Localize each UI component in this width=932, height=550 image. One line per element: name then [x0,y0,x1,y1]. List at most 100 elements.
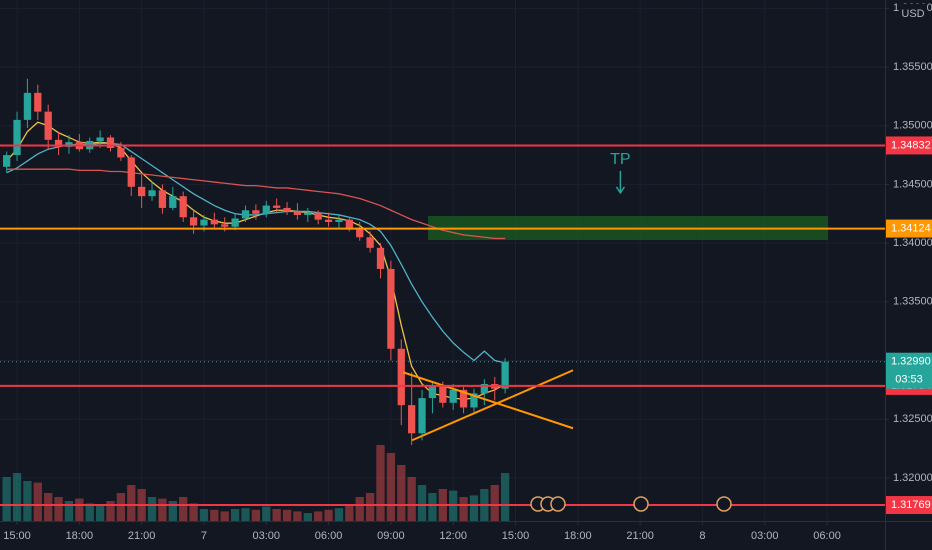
candle-body [387,268,395,349]
y-tick-label: 1.32500 [893,413,932,425]
candle-body [418,398,426,434]
candle-body [169,196,177,208]
volume-bar [303,513,312,521]
volume-bar [44,493,53,521]
x-tick-label: 03:00 [253,530,281,542]
candle-body [138,186,146,197]
trendline [402,371,574,430]
volume-bar [127,485,136,521]
event-icon [633,496,649,512]
volume-bar [168,501,177,521]
y-tick-label: 1.35000 [893,120,932,132]
volume-bar [376,445,385,521]
candle-body [304,212,312,215]
candle-body [148,190,156,197]
volume-bar [116,493,126,521]
volume-bar [417,485,427,521]
price-level-label: 1.31769 [891,499,931,511]
candle-body [158,190,167,208]
volume-bar [272,509,281,521]
y-tick-label: 1.34500 [893,178,932,190]
currency-badge[interactable] [899,4,927,24]
candle-body [13,119,21,156]
candle-body [345,219,353,228]
x-tick-label: 15:00 [3,530,31,542]
x-tick-label: 21:00 [626,530,654,542]
volume-bar [106,501,115,521]
volume-bar [469,495,479,521]
volume-bar [262,506,271,521]
volume-bar [210,509,219,521]
candle-body [117,148,125,158]
candle-body [314,212,322,220]
volume-bar [334,508,344,521]
candle-body [210,219,218,225]
candle-body [397,348,405,406]
candle-body [356,227,364,238]
volume-bar [85,503,94,521]
candle-body [44,111,52,140]
candle-body [3,155,11,167]
candle-body [179,196,187,218]
current-price-badge [886,352,932,389]
volume-bar [324,509,333,521]
candle-body [335,219,343,222]
volume-bar [490,485,499,521]
candle-body [252,210,260,214]
candle-body [231,218,239,227]
volume-bar [241,508,250,521]
volume-bar [64,501,74,521]
current-price-label: 1.32990 [891,356,931,368]
candle-body [366,237,374,248]
volume-bar [251,509,261,521]
volume-bar [428,493,437,521]
volume-bar [23,481,32,521]
y-tick-label: 1.34000 [893,237,932,249]
candle-body [273,205,281,208]
x-tick-label: 03:00 [751,530,779,542]
volume-bar [355,497,364,521]
y-tick-label: 1.32000 [893,472,932,484]
x-tick-label: 15:00 [502,530,530,542]
currency[interactable]: USD [901,8,924,20]
candle-body [439,386,447,403]
x-tick-label: 12:00 [439,530,467,542]
x-tick-label: 8 [699,530,705,542]
volume-bar [189,503,198,521]
y-tick-label: 1.33500 [893,296,932,308]
tp-arrow-head [615,186,626,195]
volume-bar [365,493,375,521]
candle-body [127,157,135,187]
volume-bar [459,497,468,521]
candle-body [96,137,104,141]
candle-body [34,92,42,112]
price-level-label: 1.34832 [891,139,931,151]
volume-bar [293,511,302,521]
candle-body [23,92,32,120]
volume-bar [158,498,167,521]
event-icon [550,496,566,512]
event-icons [530,496,732,512]
candle-body [449,389,457,403]
trendline [411,369,574,442]
candle-body [262,205,270,214]
candle-body [324,219,333,222]
x-tick-label: 06:00 [315,530,343,542]
candle-body [470,393,478,408]
volume-bar [54,497,63,521]
x-tick-label: 18:00 [564,530,592,542]
volume-bar [95,505,105,521]
price-level-badge [886,136,932,155]
volume-bar [407,477,416,521]
volume-bar [314,511,323,521]
volume-bar [179,497,188,521]
volume-bar [397,465,406,521]
candle-body [408,405,416,434]
moving-average [6,168,506,240]
x-tick-label: 18:00 [66,530,94,542]
price-level-badge [886,496,932,515]
tp-label: TP [610,151,630,168]
volume-bar [199,509,209,521]
